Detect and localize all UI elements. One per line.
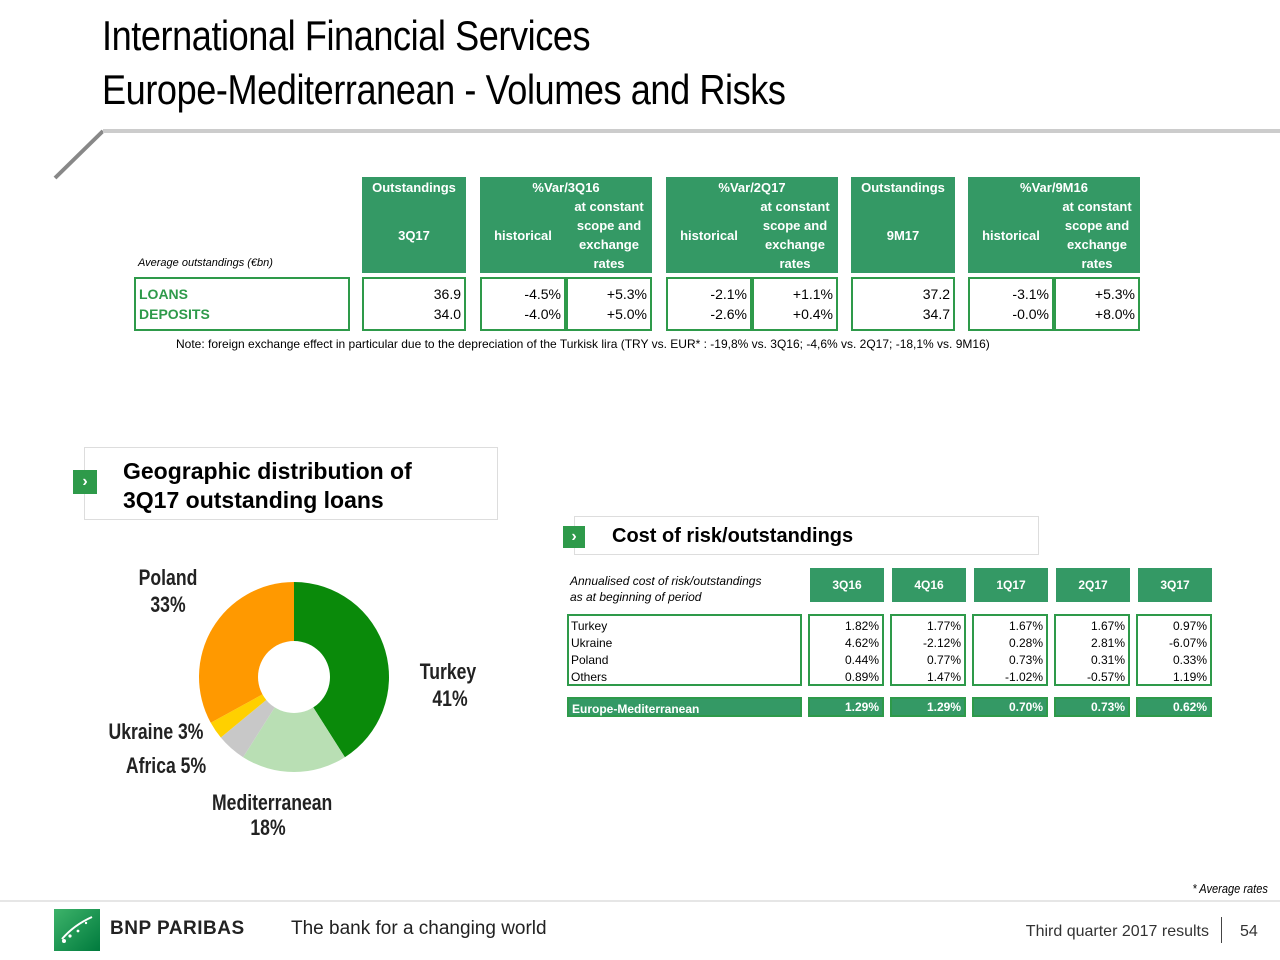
footnote: * Average rates: [1192, 881, 1268, 896]
geo-heading: Geographic distribution of 3Q17 outstand…: [123, 458, 412, 513]
pie-label-poland: Poland: [138, 565, 198, 590]
bnp-logo-icon: [54, 909, 100, 951]
row-label-deposits: DEPOSITS: [139, 306, 210, 322]
row-label-loans: LOANS: [139, 286, 188, 302]
fx-note: Note: foreign exchange effect in particu…: [176, 337, 990, 351]
constant-2q17-box: +1.1% +0.4%: [752, 277, 838, 331]
title-line-2: Europe-Mediterranean - Volumes and Risks: [102, 66, 786, 113]
outstandings-3q17-box: 36.9 34.0: [362, 277, 466, 331]
pie-donut-hole: [258, 641, 330, 713]
cor-col-1q17: 1.67% 0.28% 0.73% -1.02%: [972, 614, 1048, 686]
constant-9m16-box: +5.3% +8.0%: [1054, 277, 1140, 331]
pie-slice-turkey: [294, 582, 390, 758]
cor-col-4q16: 1.77% -2.12% 0.77% 1.47%: [890, 614, 966, 686]
cor-col-2q17: 1.67% 2.81% 0.31% -0.57%: [1054, 614, 1130, 686]
report-title: Third quarter 2017 results: [1025, 923, 1209, 940]
title-line-1: International Financial Services: [102, 12, 591, 59]
cor-col-header-2q17: 2Q17: [1056, 568, 1130, 602]
pie-value-turkey: 41%: [432, 686, 468, 711]
geo-pie-chart: [198, 582, 390, 772]
cor-total-label: Europe-Mediterranean: [567, 697, 802, 717]
pie-label-ukraine: Ukraine 3%: [108, 719, 204, 744]
historical-3q16-box: -4.5% -4.0%: [480, 277, 566, 331]
pie-value-mediterranean: 18%: [250, 815, 286, 840]
cor-chevron-icon: ›: [563, 526, 585, 548]
cor-total-3q16: 1.29%: [808, 697, 884, 717]
header-var-3q16: %Var/3Q16 historical at constant scope an…: [480, 177, 652, 273]
historical-9m16-box: -3.1% -0.0%: [968, 277, 1054, 331]
average-outstandings-label: Average outstandings (€bn): [138, 257, 273, 269]
cor-row-label-turkey: Turkey: [571, 619, 608, 633]
cor-row-label-ukraine: Ukraine: [571, 636, 613, 650]
constant-3q16-box: +5.3% +5.0%: [566, 277, 652, 331]
header-outstandings-9m17: Outstandings 9M17: [851, 177, 955, 273]
footer-divider: [0, 900, 1280, 902]
pie-label-turkey: Turkey: [419, 659, 477, 684]
cor-col-3q16: 1.82% 4.62% 0.44% 0.89%: [808, 614, 884, 686]
title-separator: [53, 129, 1280, 180]
pie-label-mediterranean: Mediterranean: [212, 790, 333, 815]
cor-total-4q16: 1.29%: [890, 697, 966, 717]
historical-2q17-box: -2.1% -2.6%: [666, 277, 752, 331]
cor-subtitle: Annualised cost of risk/outstandings as …: [570, 574, 762, 604]
cor-row-label-others: Others: [571, 670, 608, 684]
header-var-9m16: %Var/9M16 historical at constant scope an…: [968, 177, 1140, 273]
volumes-label-box: LOANS DEPOSITS: [134, 277, 350, 331]
header-outstandings-3q17: Outstandings 3Q17: [362, 177, 466, 273]
cor-total-3q17: 0.62%: [1136, 697, 1212, 717]
cor-row-label-poland: Poland: [571, 653, 609, 667]
geo-chevron-icon: ›: [73, 470, 97, 494]
cor-col-header-3q17: 3Q17: [1138, 568, 1212, 602]
cor-col-header-3q16: 3Q16: [810, 568, 884, 602]
pie-value-poland: 33%: [150, 592, 186, 617]
cor-label-box: Turkey Ukraine Poland Others: [567, 614, 802, 686]
page-number: 54: [1240, 923, 1258, 940]
cor-col-3q17: 0.97% -6.07% 0.33% 1.19%: [1136, 614, 1212, 686]
header-var-2q17: %Var/2Q17 historical at constant scope an…: [666, 177, 838, 273]
cor-col-header-4q16: 4Q16: [892, 568, 966, 602]
pie-label-africa: Africa 5%: [125, 753, 207, 778]
outstandings-9m17-box: 37.2 34.7: [851, 277, 955, 331]
cor-total-2q17: 0.73%: [1054, 697, 1130, 717]
footer-separator: [1221, 917, 1222, 943]
brand-tagline: The bank for a changing world: [291, 918, 547, 939]
cor-heading: Cost of risk/outstandings: [612, 525, 854, 547]
brand-name: BNP PARIBAS: [110, 918, 245, 939]
cor-total-1q17: 0.70%: [972, 697, 1048, 717]
pie-slice-mediterranean: [243, 677, 345, 772]
cor-col-header-1q17: 1Q17: [974, 568, 1048, 602]
